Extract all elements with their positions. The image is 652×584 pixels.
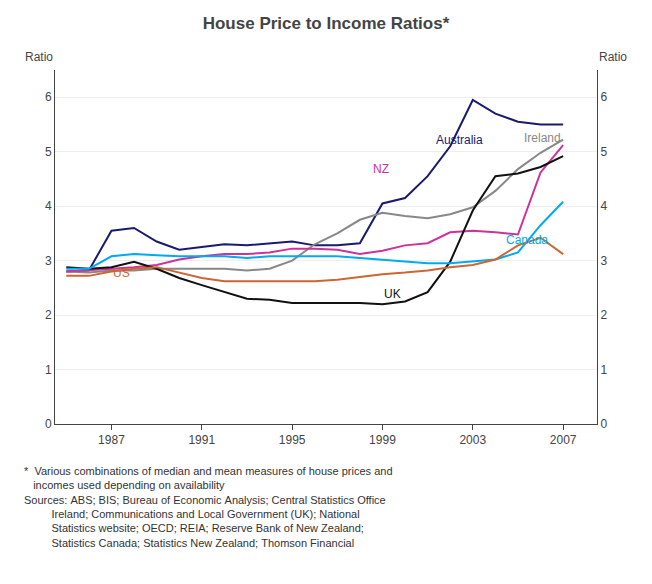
svg-text:2003: 2003 [459,433,486,447]
svg-text:1991: 1991 [188,433,215,447]
svg-text:4: 4 [45,199,52,213]
svg-text:2: 2 [600,308,607,322]
svg-text:0: 0 [45,417,52,431]
svg-text:Ratio: Ratio [599,50,627,64]
svg-text:1987: 1987 [98,433,125,447]
svg-text:0: 0 [600,417,607,431]
svg-text:Australia: Australia [436,133,483,147]
svg-text:3: 3 [600,254,607,268]
svg-text:House Price to Income Ratios*: House Price to Income Ratios* [203,14,450,33]
svg-text:1: 1 [45,363,52,377]
svg-text:4: 4 [600,199,607,213]
svg-text:Canada: Canada [506,233,548,247]
svg-text:1: 1 [600,363,607,377]
svg-text:6: 6 [45,90,52,104]
svg-text:1999: 1999 [369,433,396,447]
svg-text:Ratio: Ratio [25,50,53,64]
svg-text:Ireland: Ireland [524,131,561,145]
svg-text:5: 5 [600,145,607,159]
svg-text:6: 6 [600,90,607,104]
svg-text:1995: 1995 [279,433,306,447]
svg-text:US: US [113,266,130,280]
svg-text:UK: UK [384,287,401,301]
svg-text:3: 3 [45,254,52,268]
svg-text:2: 2 [45,308,52,322]
svg-text:* Various combinations of med: * Various combinations of median and mea… [24,465,393,549]
svg-text:NZ: NZ [373,162,389,176]
svg-text:5: 5 [45,145,52,159]
svg-text:2007: 2007 [550,433,577,447]
